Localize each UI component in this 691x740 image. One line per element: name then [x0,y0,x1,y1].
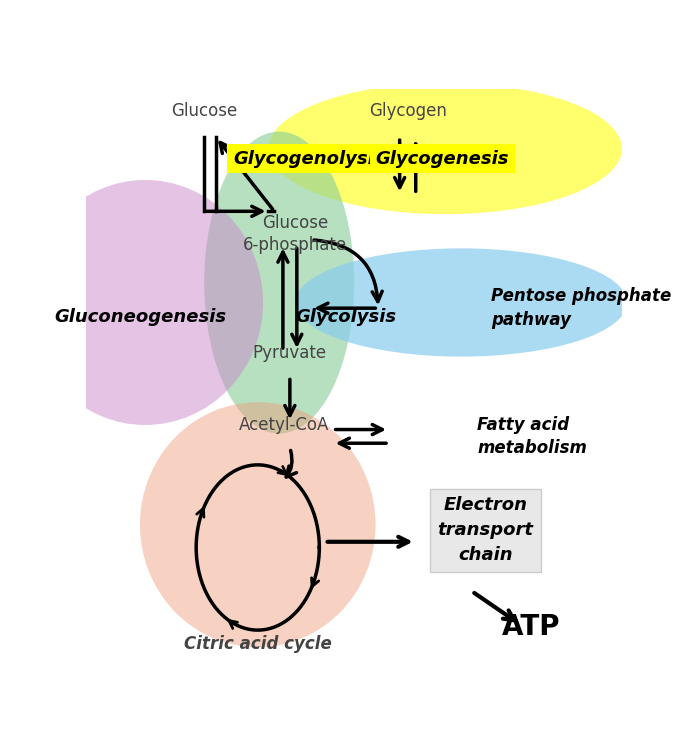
Ellipse shape [140,403,376,648]
Ellipse shape [205,132,354,434]
Text: Fatty acid
metabolism: Fatty acid metabolism [477,416,587,457]
Text: ATP: ATP [502,613,560,642]
Text: Glycogenesis: Glycogenesis [376,150,509,168]
Ellipse shape [28,180,263,425]
Text: Glycogen: Glycogen [369,102,446,120]
Ellipse shape [268,83,622,214]
Text: Electron
transport
chain: Electron transport chain [437,497,533,565]
Text: Glycolysis: Glycolysis [296,308,397,326]
Text: Glucose
6-phosphate: Glucose 6-phosphate [243,214,348,255]
Text: Pyruvate: Pyruvate [253,344,327,363]
Ellipse shape [295,249,627,357]
Text: Pentose phosphate
pathway: Pentose phosphate pathway [491,287,671,329]
Text: Citric acid cycle: Citric acid cycle [184,635,332,653]
Text: Glucose: Glucose [171,102,237,120]
Text: Glycogenolysis: Glycogenolysis [233,150,384,168]
Text: Gluconeogenesis: Gluconeogenesis [54,308,226,326]
Text: Acetyl-CoA: Acetyl-CoA [239,416,330,434]
